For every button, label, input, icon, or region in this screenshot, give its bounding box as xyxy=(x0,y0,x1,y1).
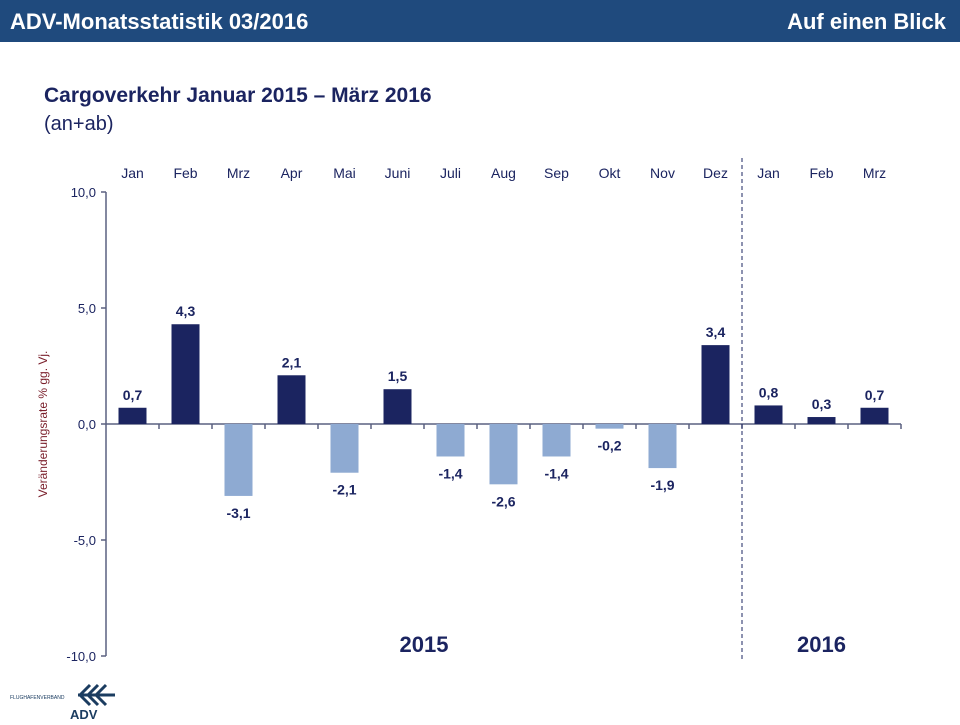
data-label: -2,6 xyxy=(491,493,515,509)
bar xyxy=(701,345,730,424)
data-label: 0,8 xyxy=(759,384,779,400)
x-tick-label: Juli xyxy=(440,165,461,181)
y-tick-label: -5,0 xyxy=(74,533,96,548)
chart-subtitle: (an+ab) xyxy=(44,113,114,135)
bar xyxy=(171,324,200,424)
y-tick-label: -10,0 xyxy=(66,649,96,664)
x-tick-label: Okt xyxy=(599,165,621,181)
data-label: 4,3 xyxy=(176,303,196,319)
x-tick-label: Feb xyxy=(809,165,833,181)
x-tick-label: Mai xyxy=(333,165,356,181)
x-tick-label: Juni xyxy=(385,165,411,181)
bar xyxy=(436,424,465,457)
bar xyxy=(595,424,624,429)
bar xyxy=(118,407,147,424)
data-label: 0,3 xyxy=(812,396,832,412)
x-tick-label: Aug xyxy=(491,165,516,181)
y-tick-label: 0,0 xyxy=(78,417,96,432)
bar xyxy=(489,424,518,485)
data-label: -1,4 xyxy=(438,465,462,481)
bar xyxy=(860,407,889,424)
chart-title: Cargoverkehr Januar 2015 – März 2016 xyxy=(44,84,432,107)
header-right: Auf einen Blick xyxy=(787,9,946,34)
x-tick-label: Apr xyxy=(281,165,303,181)
data-label: 0,7 xyxy=(865,387,885,403)
x-tick-label: Nov xyxy=(650,165,675,181)
bar xyxy=(648,424,677,469)
data-label: -0,2 xyxy=(597,438,621,454)
x-tick-label: Mrz xyxy=(863,165,886,181)
data-label: -1,9 xyxy=(650,477,674,493)
data-label: 2,1 xyxy=(282,354,302,370)
bar xyxy=(330,424,359,473)
data-label: -1,4 xyxy=(544,465,568,481)
x-tick-label: Jan xyxy=(757,165,780,181)
header-bar: ADV-Monatsstatistik 03/2016 Auf einen Bl… xyxy=(0,0,960,42)
adv-logo: FLUGHAFENVERBAND ADV xyxy=(10,682,120,725)
x-tick-label: Feb xyxy=(173,165,197,181)
x-tick-label: Jan xyxy=(121,165,144,181)
bar xyxy=(807,417,836,424)
data-label: 1,5 xyxy=(388,368,408,384)
bar xyxy=(754,405,783,424)
header-title: ADV-Monatsstatistik 03/2016 xyxy=(10,9,309,34)
bar xyxy=(383,389,412,424)
group-label: 2016 xyxy=(797,632,846,657)
data-label: -3,1 xyxy=(226,505,250,521)
svg-text:ADV: ADV xyxy=(70,707,98,720)
svg-text:FLUGHAFENVERBAND: FLUGHAFENVERBAND xyxy=(10,695,65,701)
x-tick-label: Mrz xyxy=(227,165,250,181)
bar xyxy=(277,375,306,424)
y-axis-label: Veränderungsrate % gg. Vj. xyxy=(36,351,50,498)
bar xyxy=(224,424,253,496)
group-label: 2015 xyxy=(400,632,449,657)
y-tick-label: 10,0 xyxy=(71,185,96,200)
x-tick-label: Dez xyxy=(703,165,728,181)
bar xyxy=(542,424,571,457)
y-tick-label: 5,0 xyxy=(78,301,96,316)
data-label: -2,1 xyxy=(332,482,356,498)
data-label: 0,7 xyxy=(123,387,143,403)
x-tick-label: Sep xyxy=(544,165,569,181)
data-label: 3,4 xyxy=(706,324,726,340)
